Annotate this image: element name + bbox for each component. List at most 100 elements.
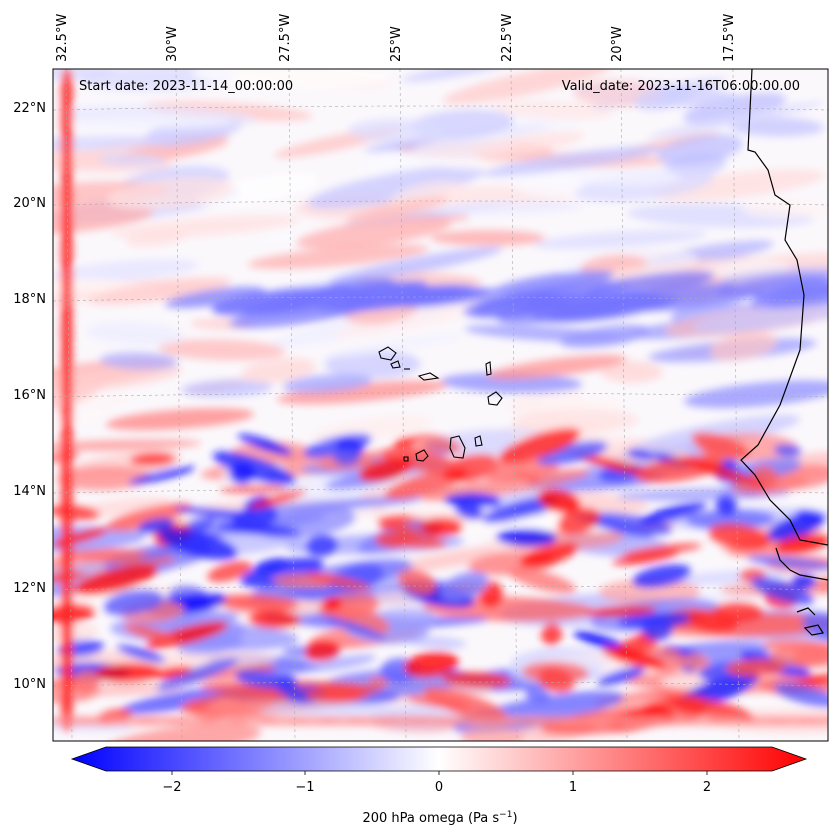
omega-blob xyxy=(684,380,828,409)
omega-blob xyxy=(348,118,445,144)
omega-blob xyxy=(164,286,266,308)
omega-blob xyxy=(443,69,613,105)
omega-blob xyxy=(709,332,777,361)
island-santiago xyxy=(449,435,466,459)
omega-blob xyxy=(482,496,558,524)
omega-blob xyxy=(750,576,814,605)
graticule-parallel xyxy=(53,681,828,687)
omega-blob xyxy=(98,153,167,167)
omega-blob xyxy=(404,651,459,678)
island-maio xyxy=(474,435,483,447)
omega-blob xyxy=(665,696,754,721)
omega-blob xyxy=(321,597,343,611)
colorbar-ticks xyxy=(171,771,708,775)
omega-blob xyxy=(583,605,658,617)
omega-blob xyxy=(102,589,164,616)
omega-blob xyxy=(791,573,817,590)
omega-blob xyxy=(282,374,372,394)
omega-blob xyxy=(537,667,575,693)
omega-blob xyxy=(247,701,401,717)
omega-blob xyxy=(680,653,710,670)
omega-blob xyxy=(277,380,448,405)
omega-blob xyxy=(601,647,666,670)
omega-blob xyxy=(539,397,625,413)
graticule xyxy=(53,69,828,741)
omega-blob xyxy=(492,100,615,120)
omega-blob xyxy=(406,636,467,649)
omega-blob xyxy=(129,452,176,466)
graticule-parallel xyxy=(53,296,828,302)
africa-coastline xyxy=(740,69,828,546)
omega-blob xyxy=(498,428,581,464)
graticule-meridian xyxy=(399,69,407,741)
colorbar-label-close: ) xyxy=(512,811,517,826)
lat-tick-label: 14°N xyxy=(13,484,46,499)
lon-tick-label: 32.5°W xyxy=(55,14,70,62)
island-santo-antao xyxy=(378,346,397,361)
omega-blob xyxy=(215,594,299,612)
graticule-meridian xyxy=(65,69,73,741)
colorbar-bar xyxy=(70,746,808,772)
lat-tick-label: 18°N xyxy=(13,292,46,307)
omega-blob xyxy=(324,617,387,639)
omega-blob xyxy=(623,543,702,557)
lat-tick-label: 12°N xyxy=(13,581,46,596)
omega-blob xyxy=(774,534,828,554)
omega-blob xyxy=(324,349,421,379)
omega-blob xyxy=(814,576,828,592)
omega-blob xyxy=(110,215,301,239)
lat-tick-label: 10°N xyxy=(13,677,46,692)
omega-blob xyxy=(741,200,828,219)
omega-blob xyxy=(143,101,313,122)
omega-blob xyxy=(625,449,657,460)
omega-blob xyxy=(708,523,771,551)
colorbar-tick-label: 1 xyxy=(569,780,577,795)
omega-blob xyxy=(305,654,377,672)
omega-blob xyxy=(56,465,153,491)
omega-blob xyxy=(106,177,234,210)
colorbar-label: 200 hPa omega (Pa s−1) xyxy=(362,810,517,826)
omega-blob xyxy=(511,409,639,434)
omega-blob xyxy=(219,485,288,494)
island-sao-vicente xyxy=(390,360,401,369)
omega-blob xyxy=(53,439,202,451)
graticule-parallel xyxy=(53,392,828,398)
omega-blob xyxy=(53,409,116,427)
omega-blob xyxy=(333,446,361,466)
lon-tick-label: 20°W xyxy=(610,26,625,62)
omega-blob xyxy=(537,441,608,466)
omega-blob xyxy=(63,116,231,130)
latitude-labels: 22°N 20°N 18°N 16°N 14°N 12°N 10°N xyxy=(13,101,46,692)
omega-blob xyxy=(482,145,663,177)
omega-blob xyxy=(192,69,392,90)
omega-blob xyxy=(596,667,645,686)
graticule-meridian xyxy=(732,69,740,741)
omega-blob xyxy=(554,295,681,320)
omega-blob xyxy=(305,687,362,703)
bissagos-islands xyxy=(796,607,824,636)
omega-blob xyxy=(799,716,828,726)
coastline-gulf xyxy=(775,547,828,581)
colorbar: −2 −1 0 1 2 200 hPa omega (Pa s−1) xyxy=(70,746,808,826)
omega-blob xyxy=(683,92,786,124)
map-frame xyxy=(52,68,829,742)
omega-blob xyxy=(432,200,585,215)
omega-blob xyxy=(295,216,452,249)
omega-blob xyxy=(231,496,424,515)
omega-blob xyxy=(634,84,696,111)
omega-blob xyxy=(519,542,579,568)
omega-blob xyxy=(407,695,471,710)
omega-blob xyxy=(687,609,739,633)
colorbar-tick-label: 2 xyxy=(703,780,711,795)
omega-field xyxy=(53,69,828,741)
omega-blob xyxy=(240,557,324,588)
omega-blob xyxy=(276,674,298,696)
omega-blob xyxy=(642,615,674,641)
omega-blob xyxy=(496,528,558,547)
omega-blob xyxy=(94,663,162,683)
lon-tick-label: 27.5°W xyxy=(278,14,293,62)
omega-blob xyxy=(632,564,692,589)
omega-blob xyxy=(86,322,186,346)
graticule-parallel xyxy=(53,488,828,494)
omega-blob xyxy=(380,520,424,538)
